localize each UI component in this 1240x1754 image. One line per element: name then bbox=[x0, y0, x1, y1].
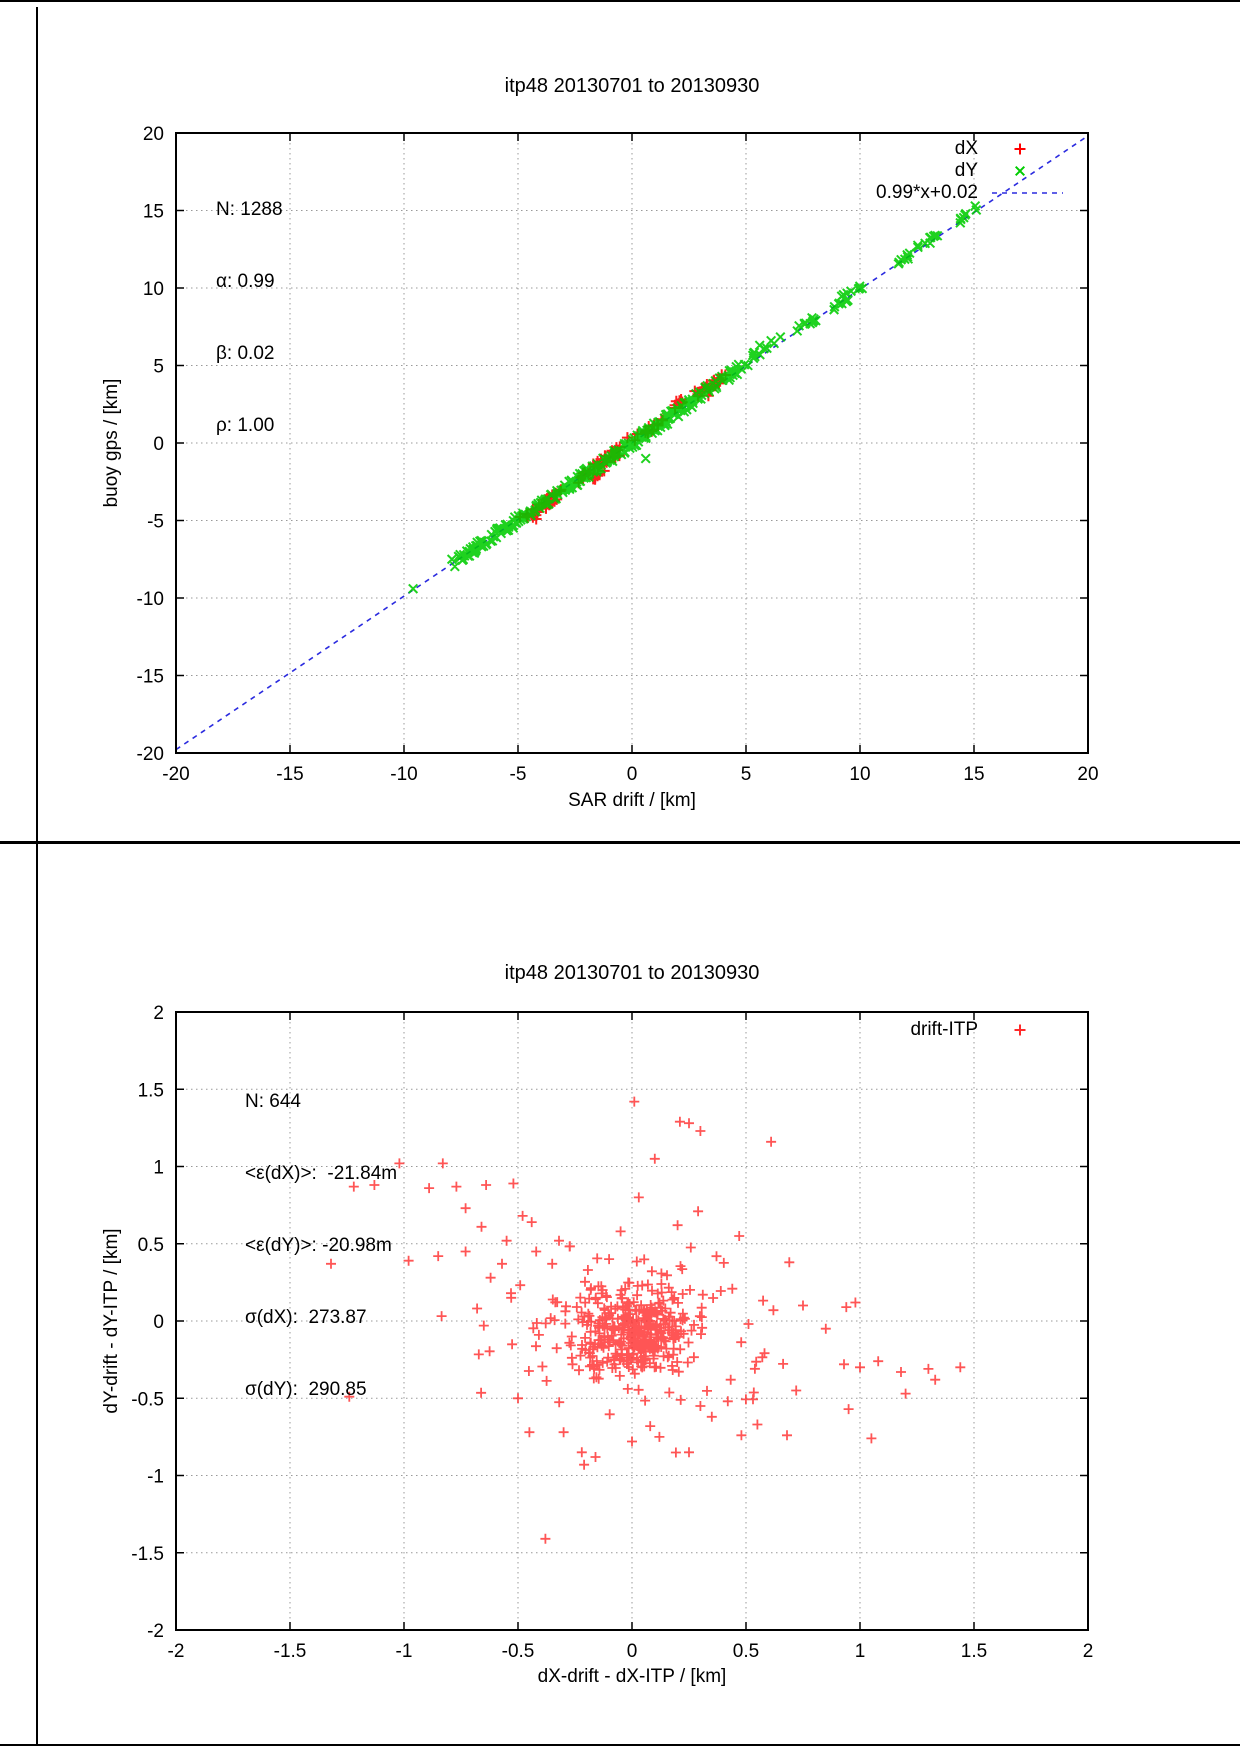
stat-n2: N: 644 bbox=[245, 1091, 301, 1112]
series-drift-ITP bbox=[326, 1096, 966, 1544]
xtick-label: 1.5 bbox=[961, 1641, 987, 1662]
page-border-bottom bbox=[0, 1744, 1240, 1746]
ytick-label: 0.5 bbox=[138, 1235, 164, 1256]
xtick-label: 1 bbox=[855, 1641, 866, 1662]
top-chart-title: itp48 20130701 to 20130930 bbox=[504, 75, 760, 97]
xtick-label: -15 bbox=[276, 764, 303, 785]
bottom-chart-title: itp48 20130701 to 20130930 bbox=[504, 962, 760, 984]
ytick-label: 0 bbox=[153, 434, 164, 455]
ytick-label: -1.5 bbox=[131, 1544, 164, 1565]
ytick-label: 2 bbox=[153, 1003, 164, 1024]
stat-alpha: α: 0.99 bbox=[216, 271, 275, 292]
stat-n: N: 1288 bbox=[216, 199, 283, 220]
legend-row-fit: 0.99*x+0.02 bbox=[876, 182, 1065, 204]
xtick-label: 0 bbox=[627, 764, 638, 785]
legend-label-dy: dY bbox=[954, 160, 978, 181]
ytick-label: -20 bbox=[137, 744, 164, 765]
fit-line bbox=[175, 135, 1089, 751]
stat-sigma-dx: σ(dX): 273.87 bbox=[245, 1307, 367, 1328]
xtick-label: 5 bbox=[741, 764, 752, 785]
ytick-label: 5 bbox=[153, 357, 164, 378]
bottom-chart-xlabel: dX-drift - dX-ITP / [km] bbox=[537, 1666, 727, 1687]
cross-marker-icon bbox=[1014, 165, 1026, 177]
xtick-label: 0 bbox=[627, 1641, 638, 1662]
ytick-label: 1 bbox=[153, 1158, 164, 1179]
page-border-top bbox=[0, 0, 1240, 2]
plus-marker-icon bbox=[1014, 1024, 1026, 1036]
ytick-label: -5 bbox=[147, 512, 164, 533]
xtick-label: 2 bbox=[1083, 1641, 1094, 1662]
bottom-chart-ylabel: dY-drift - dY-ITP / [km] bbox=[101, 1228, 122, 1414]
legend-row-dx: dX bbox=[955, 138, 1065, 160]
stat-rho: ρ: 1.00 bbox=[216, 415, 275, 436]
xtick-label: -1.5 bbox=[274, 1641, 307, 1662]
top-chart-stats: N: 1288 α: 0.99 β: 0.02 ρ: 1.00 bbox=[216, 150, 283, 486]
dashed-line-icon bbox=[992, 192, 1063, 194]
legend-label-drift-itp: drift-ITP bbox=[910, 1019, 978, 1040]
ytick-label: -15 bbox=[137, 667, 164, 688]
stat-beta: β: 0.02 bbox=[216, 343, 275, 364]
panel-divider bbox=[0, 841, 1240, 844]
stat-sigma-dy: σ(dY): 290.85 bbox=[245, 1379, 367, 1400]
xtick-label: 10 bbox=[849, 764, 870, 785]
stat-eps-dx: <ε(dX)>: -21.84m bbox=[245, 1163, 398, 1184]
xtick-label: -2 bbox=[168, 1641, 185, 1662]
xtick-label: 0.5 bbox=[733, 1641, 759, 1662]
page-border-left bbox=[36, 7, 38, 1746]
top-chart-legend: dX dY 0.99*x+0.02 bbox=[876, 138, 1065, 204]
ytick-label: 15 bbox=[143, 202, 164, 223]
legend-row-dy: dY bbox=[955, 160, 1065, 182]
plus-marker-icon bbox=[1014, 143, 1026, 155]
legend-label-dx: dX bbox=[954, 138, 978, 159]
ytick-label: -10 bbox=[137, 589, 164, 610]
xtick-label: -0.5 bbox=[502, 1641, 535, 1662]
top-chart-xlabel: SAR drift / [km] bbox=[568, 790, 696, 811]
ytick-label: 0 bbox=[153, 1312, 164, 1333]
ytick-label: -0.5 bbox=[131, 1389, 164, 1410]
xtick-label: -10 bbox=[390, 764, 417, 785]
bottom-chart-stats: N: 644 <ε(dX)>: -21.84m <ε(dY)>: -20.98m… bbox=[245, 1042, 397, 1450]
legend-label-fit: 0.99*x+0.02 bbox=[876, 182, 978, 203]
stat-eps-dy: <ε(dY)>: -20.98m bbox=[245, 1235, 392, 1256]
ytick-label: 20 bbox=[143, 124, 164, 145]
ytick-label: 10 bbox=[143, 279, 164, 300]
xtick-label: -5 bbox=[510, 764, 527, 785]
series-dY bbox=[408, 200, 982, 594]
legend-row-drift-itp: drift-ITP bbox=[910, 1019, 1065, 1041]
xtick-label: -20 bbox=[162, 764, 189, 785]
ytick-label: 1.5 bbox=[138, 1080, 164, 1101]
ytick-label: -2 bbox=[147, 1621, 164, 1642]
bottom-chart-legend: drift-ITP bbox=[910, 1019, 1065, 1041]
xtick-label: 20 bbox=[1077, 764, 1098, 785]
xtick-label: -1 bbox=[396, 1641, 413, 1662]
xtick-label: 15 bbox=[963, 764, 984, 785]
ytick-label: -1 bbox=[147, 1467, 164, 1488]
top-chart-ylabel: buoy gps / [km] bbox=[101, 378, 122, 508]
